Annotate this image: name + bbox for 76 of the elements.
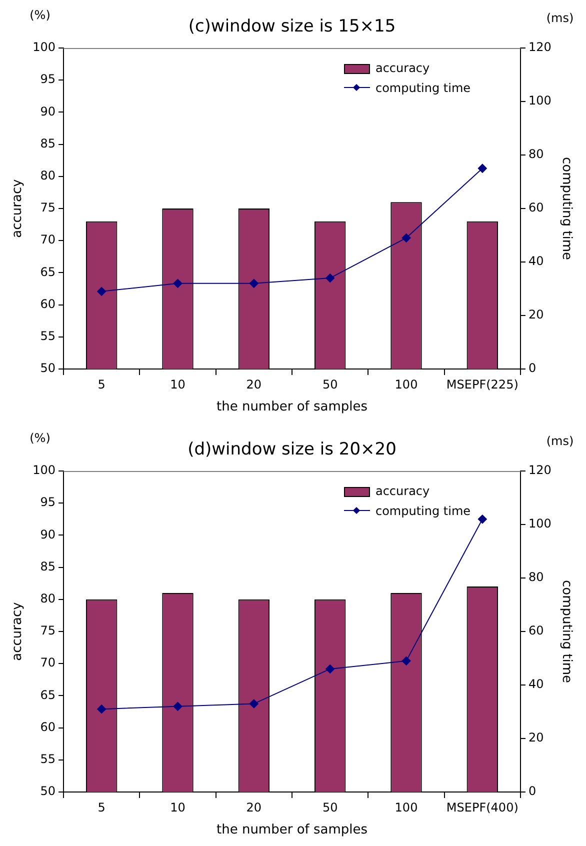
x-tick-label: 20 bbox=[246, 800, 262, 814]
x-tick-label: 50 bbox=[322, 800, 338, 814]
y2-tick-label: 20 bbox=[528, 730, 544, 745]
legend-label: accuracy bbox=[375, 61, 430, 75]
y2-tick-label: 120 bbox=[528, 463, 552, 478]
x-tick-label: 5 bbox=[98, 800, 106, 814]
y-tick-label: 55 bbox=[40, 329, 56, 344]
text: (ms) bbox=[546, 11, 574, 26]
y2-tick-label: 40 bbox=[528, 677, 544, 692]
y-tick-label: 85 bbox=[40, 559, 56, 574]
x-tick-label: 10 bbox=[170, 377, 186, 392]
y-tick-label: 65 bbox=[40, 688, 56, 702]
y-tick-label: 60 bbox=[40, 720, 56, 734]
y-tick-label: 90 bbox=[40, 527, 56, 542]
text: (%) bbox=[30, 8, 50, 22]
y-tick-label: 95 bbox=[40, 72, 56, 86]
y-tick-label: 85 bbox=[40, 136, 56, 150]
y-tick-label: 65 bbox=[40, 264, 56, 279]
point bbox=[402, 656, 411, 666]
y-tick-label: 70 bbox=[40, 656, 56, 670]
point bbox=[97, 286, 106, 296]
point bbox=[326, 664, 335, 674]
text: (%) bbox=[30, 431, 50, 446]
y-tick-label: 100 bbox=[32, 463, 56, 478]
chart-title: (d)window size is 20×20 bbox=[188, 439, 396, 460]
x-tick-label: MSEPF(225) bbox=[446, 377, 518, 392]
x-tick-label: 100 bbox=[394, 800, 418, 814]
y-tick-label: 80 bbox=[40, 168, 56, 183]
x-tick-label: 20 bbox=[246, 377, 262, 392]
x-tick-label: MSEPF(400) bbox=[446, 800, 518, 814]
x-tick-label: 50 bbox=[322, 377, 338, 392]
x-tick-label: 5 bbox=[98, 377, 106, 392]
y2-tick-label: 60 bbox=[528, 624, 544, 638]
legend-label: computing time bbox=[375, 504, 471, 518]
y-axis-title: accuracy bbox=[10, 602, 26, 661]
y-tick-label: 75 bbox=[40, 624, 56, 638]
point bbox=[97, 704, 106, 714]
y-tick-label: 60 bbox=[40, 296, 56, 311]
legend-label: computing time bbox=[375, 81, 471, 95]
y-axis-title: accuracy bbox=[10, 178, 26, 238]
point bbox=[326, 274, 335, 283]
y2-tick-label: 80 bbox=[528, 147, 544, 162]
x-tick-label: 100 bbox=[394, 377, 418, 392]
y-tick-label: 50 bbox=[40, 784, 56, 798]
y-tick-label: 90 bbox=[40, 104, 56, 118]
y2-tick-label: 120 bbox=[528, 40, 552, 54]
point bbox=[249, 699, 258, 708]
y2-tick-label: 100 bbox=[528, 516, 552, 531]
y2-tick-label: 100 bbox=[528, 94, 552, 108]
y-tick-label: 75 bbox=[40, 200, 56, 215]
y2-tick-label: 20 bbox=[528, 308, 544, 322]
x-tick-label: 10 bbox=[170, 800, 186, 814]
y2-tick-label: 80 bbox=[528, 570, 544, 584]
y2-tick-label: 60 bbox=[528, 200, 544, 215]
chart-title: (c)window size is 15×15 bbox=[188, 16, 396, 36]
legend-label: accuracy bbox=[375, 484, 430, 498]
point bbox=[402, 233, 411, 242]
point bbox=[173, 702, 182, 711]
y-tick-label: 100 bbox=[32, 40, 56, 54]
y-tick-label: 95 bbox=[40, 495, 56, 510]
x-axis-title: the number of samples bbox=[216, 822, 368, 838]
y-tick-label: 50 bbox=[40, 361, 56, 376]
text: (ms) bbox=[546, 434, 574, 448]
point bbox=[173, 278, 182, 288]
y2-axis-title: computing time bbox=[558, 157, 574, 260]
point bbox=[478, 164, 487, 173]
y-tick-label: 80 bbox=[40, 592, 56, 606]
y2-axis-title: computing time bbox=[558, 580, 574, 683]
point bbox=[249, 278, 258, 288]
y2-tick-label: 0 bbox=[528, 784, 536, 798]
x-axis-title: the number of samples bbox=[216, 400, 368, 415]
point bbox=[478, 514, 487, 524]
y2-tick-label: 40 bbox=[528, 254, 544, 268]
y2-tick-label: 0 bbox=[528, 361, 536, 376]
y-tick-label: 70 bbox=[40, 232, 56, 247]
y-tick-label: 55 bbox=[40, 752, 56, 766]
